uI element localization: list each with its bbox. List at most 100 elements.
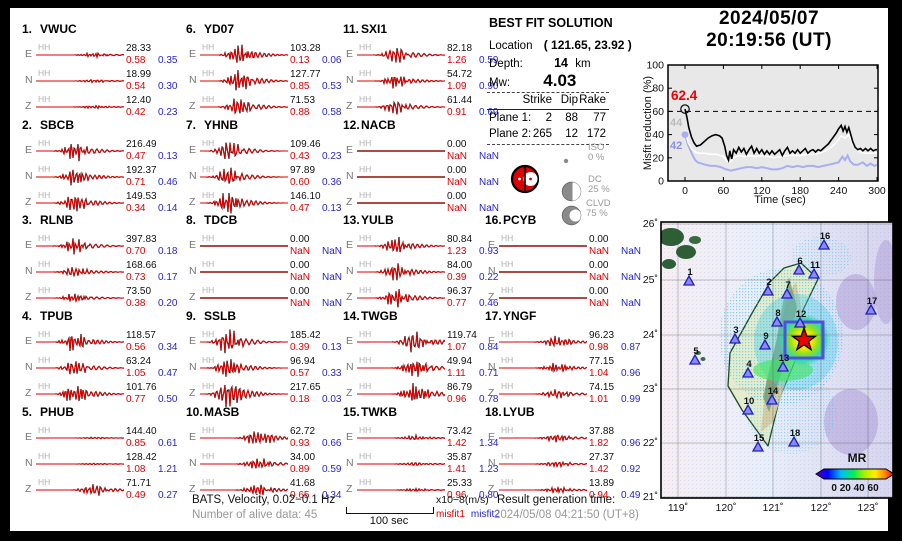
station-name: PHUB <box>40 404 75 419</box>
station-block-sxi1: 11. SXI1 E HH 82.18 1.26 0.59 N HH 54.72 1.09 0.90 Z… <box>343 22 513 118</box>
plane2-dip: 12 <box>565 128 578 140</box>
white-series-start-value: 44 <box>670 117 683 129</box>
channel-label: HH <box>38 329 51 340</box>
misfit2-value: NaN <box>322 298 343 310</box>
map-station-number: 10 <box>744 396 755 407</box>
map-station-triangle-icon <box>765 393 779 405</box>
misfit2-value: 0.90 <box>479 81 499 92</box>
misfit2-value: 0.59 <box>322 463 342 475</box>
waveform-plot <box>357 100 445 115</box>
time-scalebar-label: 100 sec <box>369 515 409 527</box>
trace-tpub-n: N HH 63.24 1.05 0.47 <box>22 355 192 381</box>
map-station-triangle-icon <box>776 360 790 372</box>
misfit-ytick: 20 <box>652 152 664 164</box>
map-station-triangle-icon <box>770 315 784 327</box>
channel-label: HH <box>359 424 372 435</box>
misfit2-value: 0.71 <box>479 368 499 380</box>
waveform-plot <box>36 51 124 60</box>
misfit2-value: 0.23 <box>158 107 178 118</box>
trace-sslb-z: Z HH 217.65 0.18 0.03 <box>186 381 356 408</box>
trace-rlnb-z: Z HH 73.50 0.38 0.20 <box>22 285 192 311</box>
map-station-number: 9 <box>763 331 768 342</box>
clvd-label: CLVD <box>586 198 611 209</box>
misfit-color-legend: misfit1 misfit2 <box>436 509 500 520</box>
misfit1-value: 0.47 <box>126 150 146 162</box>
channel-label: HH <box>202 94 215 104</box>
channel-label: HH <box>38 233 51 244</box>
misfit1-value: 0.96 <box>447 394 467 406</box>
channel-label: HH <box>38 163 51 174</box>
amplitude-value: 71.53 <box>290 95 316 106</box>
station-name: YD07 <box>204 22 235 36</box>
map-station-triangle-icon <box>741 403 755 415</box>
component-label: E <box>25 335 33 348</box>
channel-label: HH <box>501 285 514 296</box>
station-header: 3. RLNB <box>22 213 73 227</box>
trace-tdcb-z: Z HH 0.00 NaN NaN <box>186 285 356 311</box>
amplitude-value: 74.15 <box>589 382 615 394</box>
component-label: Z <box>488 291 495 304</box>
component-label: Z <box>25 291 32 304</box>
station-number: 4. <box>22 309 33 324</box>
colorbar-title: MR <box>848 451 867 465</box>
station-block-pcyb: 16.PCYB E HH 0.00 NaN NaN N HH 0.00 NaN NaN Z HH 0.00… <box>485 213 655 309</box>
trace-twgb-e: E HH 119.74 1.07 0.84 <box>343 329 513 355</box>
waveform-plot <box>200 70 288 91</box>
map-lon-label: 123˚ <box>857 502 878 514</box>
station-header: 1. VWUC <box>22 22 77 36</box>
amplitude-value: 103.28 <box>290 43 321 54</box>
misfit1-value: NaN <box>447 176 468 188</box>
waveform-plot <box>200 44 288 63</box>
station-block-phub: 5. PHUB E HH 144.40 0.85 0.61 N HH 128.42 1.08 1.21… <box>22 405 192 501</box>
amplitude-value: 71.71 <box>126 477 152 489</box>
amplitude-value: 0.00 <box>589 286 609 298</box>
misfit2-value: 0.17 <box>158 272 178 284</box>
amplitude-value: 12.40 <box>126 95 152 106</box>
waveform-plot <box>200 245 288 248</box>
waveform-plot <box>36 483 124 496</box>
misfit2-value: 0.34 <box>158 342 178 354</box>
amplitude-value: 217.65 <box>290 382 321 394</box>
map-lon-label: 119˚ <box>668 502 688 514</box>
amplitude-value: 63.24 <box>126 356 152 368</box>
component-label: E <box>25 143 33 156</box>
amplitude-value: 86.79 <box>447 382 473 394</box>
map-lon-label: 122˚ <box>810 502 831 514</box>
station-name: LYUB <box>503 404 535 419</box>
waveform-plot <box>357 486 445 492</box>
channel-label: HH <box>202 163 215 174</box>
station-name: SSLB <box>204 309 237 324</box>
waveform-plot <box>200 458 288 469</box>
component-label: N <box>346 456 354 469</box>
waveform-plot <box>499 485 587 495</box>
station-number: 15. <box>343 404 360 419</box>
station-header: 16.PCYB <box>485 213 536 227</box>
component-label: E <box>189 239 197 252</box>
component-label: N <box>25 169 33 182</box>
misfit2-value: 0.50 <box>158 394 178 406</box>
component-label: E <box>488 430 496 443</box>
station-block-sbcb: 2. SBCB E HH 216.49 0.47 0.13 N HH 192.37 0.71 0.46… <box>22 118 192 214</box>
waveform-plot <box>36 238 124 255</box>
component-label: N <box>488 265 496 278</box>
misfit-xtick: 240 <box>830 185 848 197</box>
map-station-number: 12 <box>796 309 807 320</box>
dc-label: DC <box>588 174 602 185</box>
channel-label: HH <box>501 259 514 270</box>
channel-label: HH <box>202 42 215 52</box>
channel-label: HH <box>38 259 51 270</box>
channel-label: HH <box>202 355 215 366</box>
trace-vwuc-n: N HH 18.99 0.54 0.30 <box>22 68 192 94</box>
trace-twkb-e: E HH 73.42 1.42 1.34 <box>343 425 513 451</box>
map-lon-label: 121˚ <box>762 502 783 514</box>
channel-label: HH <box>38 424 51 435</box>
trace-vwuc-z: Z HH 12.40 0.42 0.23 <box>22 94 192 120</box>
map-lat-label: 23˚ <box>643 383 658 395</box>
dc-percent: 25 % <box>588 184 610 195</box>
misfit2-value: 0.84 <box>479 342 499 354</box>
map-station-triangle-icon <box>728 332 742 344</box>
trace-sxi1-n: N HH 54.72 1.09 0.90 <box>343 68 513 94</box>
misfit1-value: 1.26 <box>447 55 467 66</box>
best-misfit-value: 62.4 <box>671 88 698 103</box>
channel-label: HH <box>38 355 51 366</box>
